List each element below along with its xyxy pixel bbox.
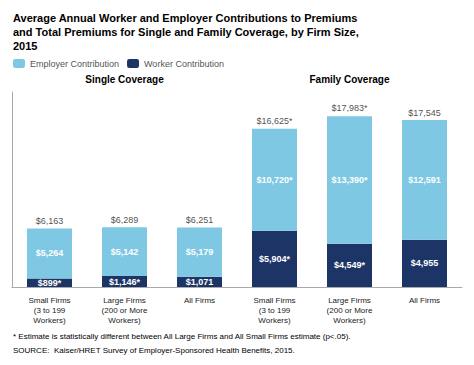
svg-text:$5,179: $5,179: [186, 247, 214, 257]
svg-text:Workers): Workers): [333, 316, 366, 325]
svg-text:and Total Premiums for Single: and Total Premiums for Single and Family…: [13, 26, 359, 38]
svg-text:$5,142: $5,142: [111, 247, 139, 257]
svg-text:(200 or More: (200 or More: [327, 306, 373, 315]
svg-text:2015: 2015: [13, 40, 37, 52]
svg-text:$1,071: $1,071: [186, 277, 214, 287]
svg-text:$17,545: $17,545: [408, 108, 441, 118]
svg-text:$13,390*: $13,390*: [331, 175, 368, 185]
svg-text:Average Annual Worker and Empl: Average Annual Worker and Employer Contr…: [13, 12, 357, 24]
svg-text:$5,264: $5,264: [36, 248, 64, 258]
svg-text:$16,625*: $16,625*: [256, 116, 293, 126]
svg-text:$10,720*: $10,720*: [256, 175, 293, 185]
svg-text:SOURCE: Kaiser/HRET Survey of: SOURCE: Kaiser/HRET Survey of Employer-S…: [13, 346, 295, 355]
svg-text:$4,955: $4,955: [411, 258, 439, 268]
svg-text:(3 to 199: (3 to 199: [34, 306, 66, 315]
svg-text:$6,289: $6,289: [111, 215, 139, 225]
svg-text:Family Coverage: Family Coverage: [309, 74, 389, 85]
svg-text:$12,591: $12,591: [408, 175, 441, 185]
svg-text:$5,904*: $5,904*: [259, 254, 291, 264]
svg-text:(3 to 199: (3 to 199: [259, 306, 291, 315]
svg-text:Large Firms: Large Firms: [328, 296, 371, 305]
svg-text:Small Firms: Small Firms: [253, 296, 295, 305]
svg-text:Employer Contribution: Employer Contribution: [30, 59, 119, 69]
svg-text:$4,549*: $4,549*: [334, 260, 366, 270]
svg-text:All Firms: All Firms: [184, 296, 215, 305]
svg-text:$6,163: $6,163: [36, 216, 64, 226]
svg-text:Small Firms: Small Firms: [28, 296, 70, 305]
svg-text:Workers): Workers): [108, 316, 141, 325]
svg-text:Workers): Workers): [258, 316, 291, 325]
svg-text:Large Firms: Large Firms: [103, 296, 146, 305]
svg-text:Single Coverage: Single Coverage: [85, 74, 164, 85]
svg-text:$1,146*: $1,146*: [109, 277, 141, 287]
svg-text:$6,251: $6,251: [186, 215, 214, 225]
svg-text:$899*: $899*: [38, 278, 62, 288]
svg-text:Workers): Workers): [33, 316, 66, 325]
svg-text:* Estimate is statistically di: * Estimate is statistically different be…: [13, 332, 351, 341]
svg-text:Worker Contribution: Worker Contribution: [144, 59, 224, 69]
svg-text:(200 or More: (200 or More: [102, 306, 148, 315]
svg-text:All Firms: All Firms: [409, 296, 440, 305]
svg-text:$17,983*: $17,983*: [331, 103, 368, 113]
